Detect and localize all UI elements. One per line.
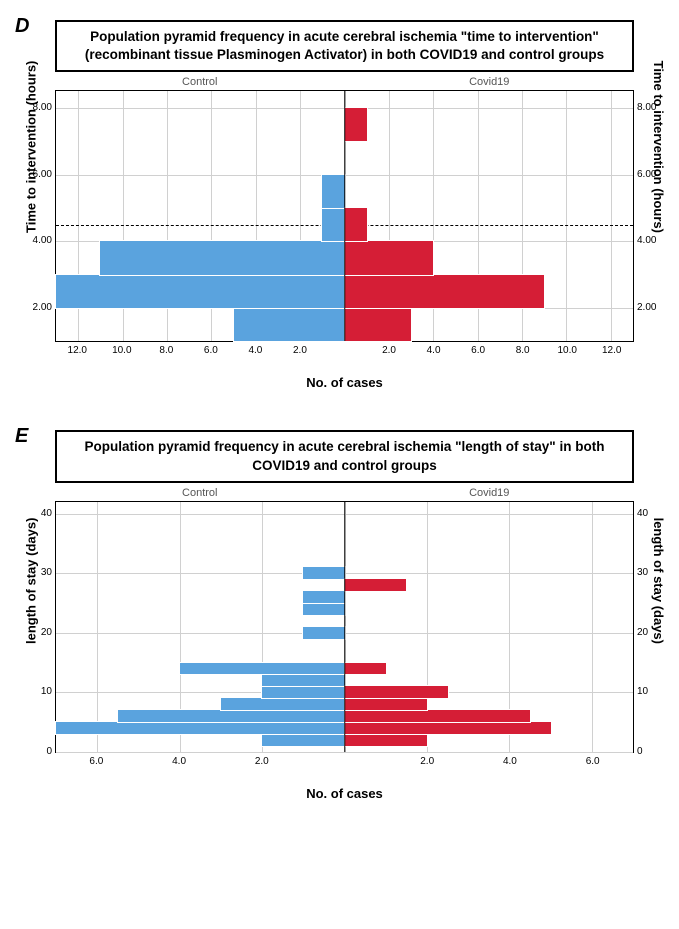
bar-right bbox=[345, 722, 551, 734]
y-tick-label: 0 bbox=[22, 746, 52, 757]
y-axis-title-right: Time to intervention (hours) bbox=[651, 61, 666, 233]
plot-area-e bbox=[56, 502, 633, 752]
y-tick-label: 8.00 bbox=[637, 102, 667, 113]
y-tick-label: 10 bbox=[637, 686, 667, 697]
bar-right bbox=[345, 710, 530, 722]
x-tick-label: 4.0 bbox=[248, 345, 262, 356]
panel-e-chart: Control Covid19 length of stay (days) le… bbox=[55, 487, 634, 801]
group-left-label-e: Control bbox=[55, 487, 345, 499]
bar-right bbox=[345, 686, 448, 698]
y-tick-label: 2.00 bbox=[22, 302, 52, 313]
x-tick-label: 2.0 bbox=[420, 756, 434, 767]
x-tick-label: 2.0 bbox=[382, 345, 396, 356]
x-tick-labels-e: 6.0 4.0 2.0 2.0 4.0 6.0 bbox=[55, 756, 634, 770]
bar-left bbox=[118, 710, 345, 722]
plot-frame-d: 2.002.004.004.006.006.008.008.00 bbox=[55, 90, 634, 342]
panel-e-label: E bbox=[15, 425, 28, 448]
x-tick-label: 8.0 bbox=[516, 345, 530, 356]
y-tick-label: 30 bbox=[637, 567, 667, 578]
x-tick-label: 6.0 bbox=[204, 345, 218, 356]
x-axis-title-d: No. of cases bbox=[55, 375, 634, 390]
group-right-label: Covid19 bbox=[345, 76, 635, 88]
center-axis bbox=[344, 502, 346, 752]
bar-right bbox=[345, 308, 412, 341]
bar-left bbox=[322, 175, 344, 208]
y-tick-label: 40 bbox=[22, 508, 52, 519]
x-tick-label: 4.0 bbox=[503, 756, 517, 767]
bar-left bbox=[303, 627, 344, 639]
x-tick-label: 8.0 bbox=[159, 345, 173, 356]
panel-e: E Population pyramid frequency in acute … bbox=[20, 430, 659, 800]
y-tick-label: 4.00 bbox=[637, 235, 667, 246]
plot-frame-e: 001010202030304040 bbox=[55, 501, 634, 753]
bar-left bbox=[100, 241, 344, 274]
group-left-label: Control bbox=[55, 76, 345, 88]
bar-left bbox=[56, 275, 345, 308]
bar-left bbox=[322, 208, 344, 241]
x-tick-label: 2.0 bbox=[255, 756, 269, 767]
bar-left bbox=[262, 686, 344, 698]
bar-right bbox=[345, 734, 427, 746]
bar-right bbox=[345, 108, 367, 141]
bar-left bbox=[303, 603, 344, 615]
panel-d-label: D bbox=[15, 15, 29, 38]
bar-left bbox=[262, 674, 344, 686]
bar-right bbox=[345, 208, 367, 241]
y-tick-label: 6.00 bbox=[637, 169, 667, 180]
x-tick-label: 12.0 bbox=[602, 345, 621, 356]
y-tick-label: 40 bbox=[637, 508, 667, 519]
x-tick-label: 6.0 bbox=[89, 756, 103, 767]
center-axis bbox=[344, 91, 346, 341]
y-tick-label: 4.00 bbox=[22, 235, 52, 246]
x-tick-label: 6.0 bbox=[471, 345, 485, 356]
bar-right bbox=[345, 241, 434, 274]
y-axis-title-left-e: length of stay (days) bbox=[24, 517, 39, 643]
y-tick-label: 10 bbox=[22, 686, 52, 697]
panel-e-title: Population pyramid frequency in acute ce… bbox=[55, 430, 634, 482]
x-tick-label: 2.0 bbox=[293, 345, 307, 356]
bar-left bbox=[303, 591, 344, 603]
y-tick-label: 20 bbox=[22, 627, 52, 638]
bar-right bbox=[345, 663, 386, 675]
y-tick-label: 8.00 bbox=[22, 102, 52, 113]
panel-d: D Population pyramid frequency in acute … bbox=[20, 20, 659, 390]
plot-area-d bbox=[56, 91, 633, 341]
y-tick-label: 20 bbox=[637, 627, 667, 638]
group-right-label-e: Covid19 bbox=[345, 487, 635, 499]
y-tick-label: 0 bbox=[637, 746, 667, 757]
bar-left bbox=[303, 567, 344, 579]
y-axis-title-left: Time to intervention (hours) bbox=[24, 61, 39, 233]
x-tick-label: 10.0 bbox=[557, 345, 576, 356]
x-tick-label: 4.0 bbox=[427, 345, 441, 356]
bar-left bbox=[262, 734, 344, 746]
panel-d-chart: Control Covid19 Time to intervention (ho… bbox=[55, 76, 634, 390]
y-tick-label: 6.00 bbox=[22, 169, 52, 180]
x-tick-label: 6.0 bbox=[586, 756, 600, 767]
y-tick-label: 30 bbox=[22, 567, 52, 578]
x-axis-title-e: No. of cases bbox=[55, 786, 634, 801]
y-tick-label: 2.00 bbox=[637, 302, 667, 313]
bar-left bbox=[234, 308, 345, 341]
bar-left bbox=[56, 722, 345, 734]
bar-right bbox=[345, 698, 427, 710]
panel-d-title: Population pyramid frequency in acute ce… bbox=[55, 20, 634, 72]
x-tick-label: 12.0 bbox=[68, 345, 87, 356]
y-axis-title-right-e: length of stay (days) bbox=[651, 517, 666, 643]
bar-left bbox=[180, 663, 345, 675]
group-labels: Control Covid19 bbox=[55, 76, 634, 88]
bar-right bbox=[345, 579, 407, 591]
x-tick-label: 10.0 bbox=[112, 345, 131, 356]
x-tick-label: 4.0 bbox=[172, 756, 186, 767]
group-labels-e: Control Covid19 bbox=[55, 487, 634, 499]
bar-right bbox=[345, 275, 545, 308]
bar-left bbox=[221, 698, 345, 710]
x-tick-labels-d: 12.0 10.0 8.0 6.0 4.0 2.0 2.0 4.0 6.0 8.0 10.0 12.0 bbox=[55, 345, 634, 359]
